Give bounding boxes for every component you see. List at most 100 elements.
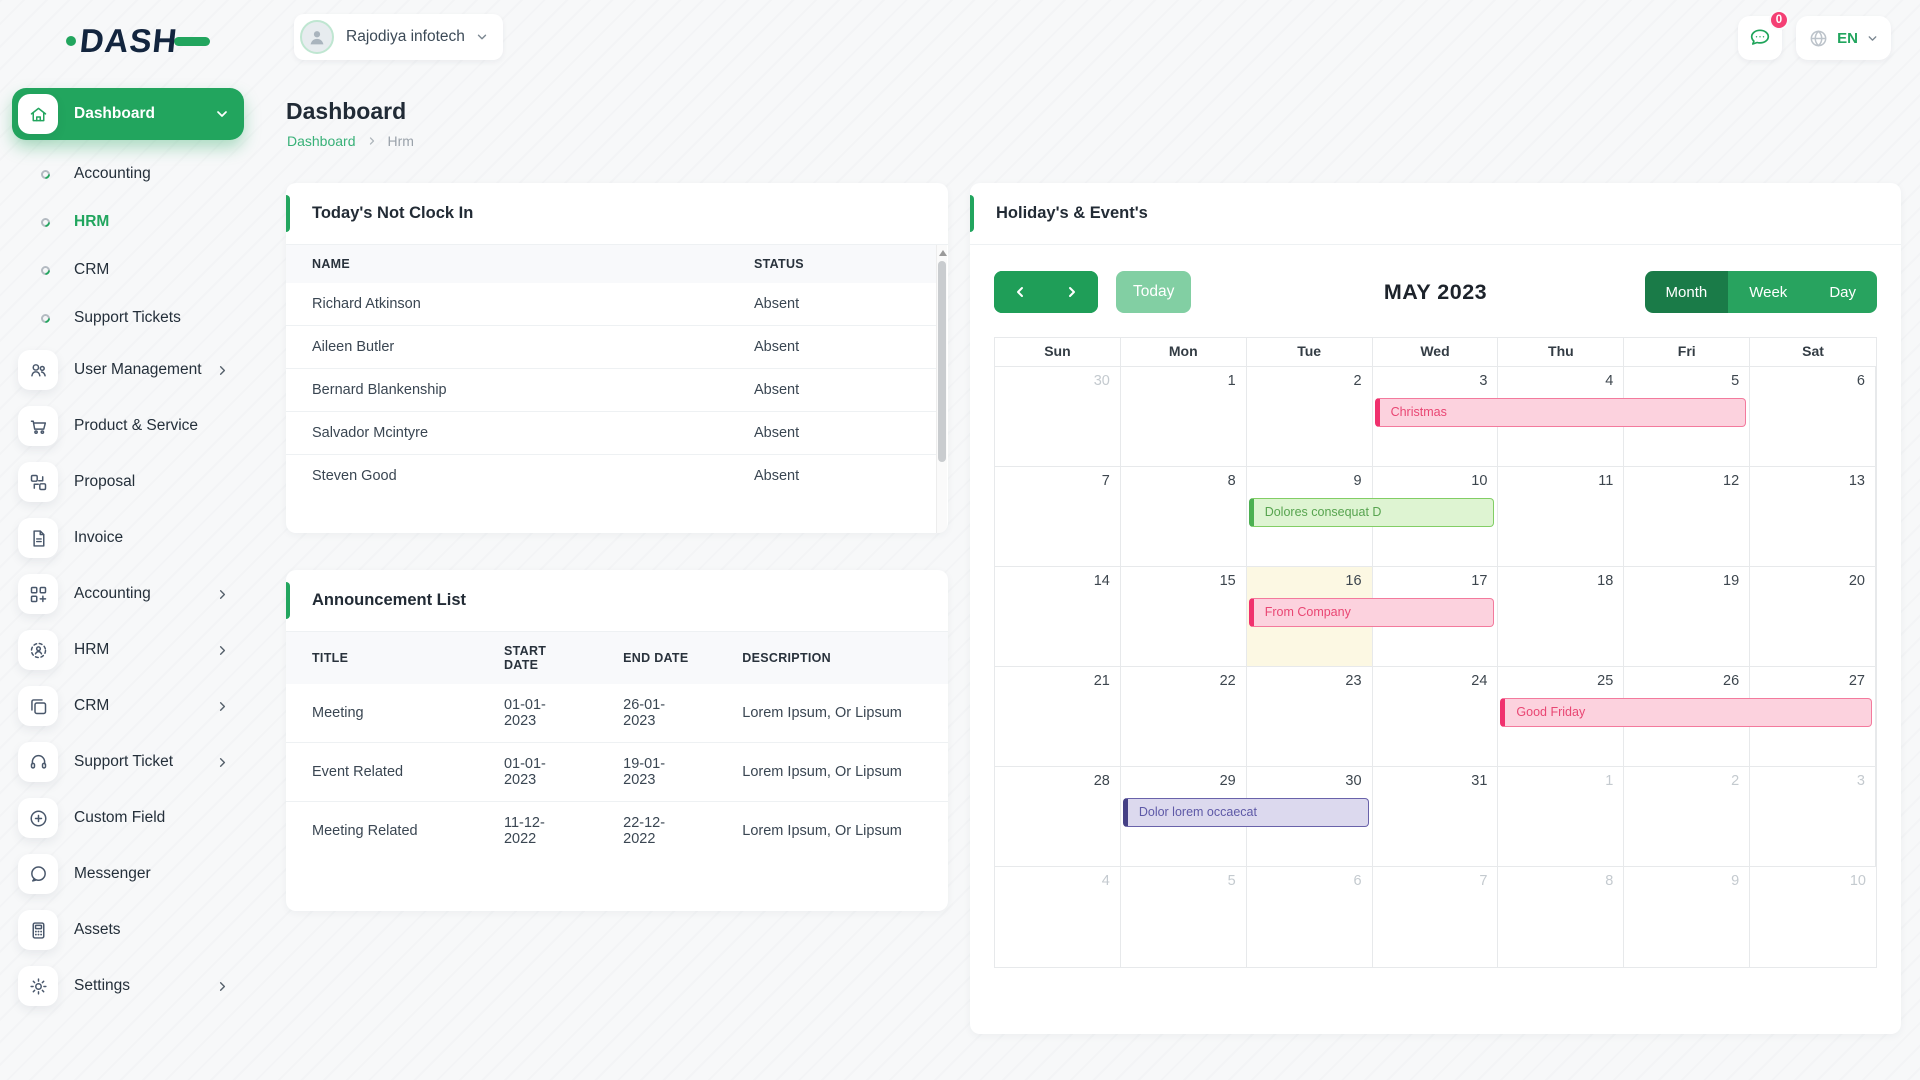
calendar-day-cell[interactable]: 10 xyxy=(1849,873,1866,889)
view-day-button[interactable]: Day xyxy=(1808,271,1877,313)
gear-icon xyxy=(18,966,58,1006)
calendar-event-christmas[interactable]: Christmas xyxy=(1374,398,1747,427)
calendar-day-cell[interactable]: 5 xyxy=(1624,367,1751,466)
todays-not-clock-in-card: Today's Not Clock In NAME STATUS Richard … xyxy=(286,183,948,533)
calendar-day-cell[interactable]: 2 xyxy=(1624,767,1751,866)
table-row: Bernard Blankenship Absent xyxy=(286,368,936,412)
sidebar-menu: Dashboard Accounting HRM CRM Support Tickets… xyxy=(12,88,244,1014)
calendar-day-cell[interactable]: 22 xyxy=(1121,667,1247,766)
sidebar-item-messenger[interactable]: Messenger xyxy=(12,846,244,902)
table-cell: Absent xyxy=(754,296,800,312)
sidebar-subitem-support-tickets[interactable]: Support Tickets xyxy=(12,294,244,342)
table-scrollbar[interactable] xyxy=(936,245,947,533)
sidebar-item-hrm[interactable]: HRM xyxy=(12,622,244,678)
sidebar-spacer xyxy=(12,140,244,150)
calendar-day-cell[interactable]: 6 xyxy=(1750,367,1876,466)
column-header-end-date: END DATE xyxy=(597,632,717,684)
calendar-day-cell[interactable]: 9 xyxy=(1624,867,1751,967)
calendar-day-cell[interactable]: 21 xyxy=(995,667,1121,766)
calendar-day-cell[interactable]: 3 xyxy=(1750,767,1876,866)
weekday-label: Mon xyxy=(1120,338,1247,367)
sidebar-item-custom-field[interactable]: Custom Field xyxy=(12,790,244,846)
logo-dash-icon xyxy=(173,36,210,46)
sidebar-item-dashboard[interactable]: Dashboard xyxy=(12,88,244,140)
calendar-day-cell[interactable]: 10 xyxy=(1373,467,1499,566)
calendar-day-cell[interactable]: 17 xyxy=(1373,567,1499,666)
announcement-list-card: Announcement List TITLE START DATE END DAT… xyxy=(286,570,948,911)
calendar-day-cell[interactable]: 31 xyxy=(1373,767,1499,866)
calendar-day-cell[interactable]: 30 xyxy=(1247,767,1373,866)
sidebar-item-label: CRM xyxy=(74,261,110,278)
view-week-button[interactable]: Week xyxy=(1728,271,1809,313)
calendar-day-cell[interactable]: 8 xyxy=(1121,467,1247,566)
sidebar-item-user-management[interactable]: User Management xyxy=(12,342,244,398)
language-code: EN xyxy=(1837,29,1858,47)
holidays-events-card: Holiday's & Event's Today MAY 2023 Month… xyxy=(970,183,1901,1034)
sidebar-item-proposal[interactable]: Proposal xyxy=(12,454,244,510)
calendar-day-cell[interactable]: 15 xyxy=(1121,567,1247,666)
calendar-day-cell[interactable]: 1 xyxy=(1121,367,1247,466)
calendar-day-cell[interactable]: 12 xyxy=(1624,467,1751,566)
sidebar-item-support-ticket[interactable]: Support Ticket xyxy=(12,734,244,790)
sidebar-item-accounting[interactable]: Accounting xyxy=(12,566,244,622)
calendar-day-cell[interactable]: 27 xyxy=(1750,667,1876,766)
calendar-day-cell[interactable]: 24 xyxy=(1373,667,1499,766)
sidebar-item-settings[interactable]: Settings xyxy=(12,958,244,1014)
chat-bubble-icon xyxy=(1751,29,1770,45)
calendar-day-cell[interactable]: 20 xyxy=(1750,567,1876,666)
calendar-day-cell[interactable]: 6 xyxy=(1247,867,1373,967)
calendar-day-cell[interactable]: 19 xyxy=(1624,567,1751,666)
breadcrumb-dashboard-link[interactable]: Dashboard xyxy=(287,133,356,149)
cart-icon xyxy=(18,406,58,446)
calendar-day-cell[interactable]: 23 xyxy=(1247,667,1373,766)
app-logo[interactable]: DASH xyxy=(66,22,210,60)
sidebar-subitem-hrm[interactable]: HRM xyxy=(12,198,244,246)
calendar-event-from-company[interactable]: From Company xyxy=(1248,598,1495,627)
table-row: Meeting Related 11-12-2022 22-12-2022 Lorem… xyxy=(286,801,948,860)
language-selector[interactable]: EN xyxy=(1796,16,1891,60)
sidebar-item-product-service[interactable]: Product & Service xyxy=(12,398,244,454)
calendar-event-dolor-lorem-occaecat[interactable]: Dolor lorem occaecat xyxy=(1122,798,1369,827)
column-header-status: STATUS xyxy=(728,245,936,283)
calendar-day-cell[interactable]: 28 xyxy=(995,767,1121,866)
calendar-day-cell[interactable]: 5 xyxy=(1121,867,1247,967)
calendar-day-cell[interactable]: 4 xyxy=(995,867,1121,967)
calendar-day-cell[interactable]: 11 xyxy=(1498,467,1625,566)
calendar-day-cell[interactable]: 2 xyxy=(1247,367,1373,466)
sidebar-item-crm[interactable]: CRM xyxy=(12,678,244,734)
calendar-day-cell[interactable]: 8 xyxy=(1498,867,1625,967)
view-month-button[interactable]: Month xyxy=(1644,271,1729,313)
today-button[interactable]: Today xyxy=(1116,271,1192,313)
card-header: Today's Not Clock In xyxy=(286,183,948,245)
calendar-day-cell[interactable]: 1 xyxy=(1498,767,1625,866)
calendar-day-cell[interactable]: 13 xyxy=(1750,467,1876,566)
sidebar-item-label: Custom Field xyxy=(74,809,166,826)
bullet-ring-icon xyxy=(39,167,52,181)
company-selector[interactable]: Rajodiya infotech xyxy=(294,14,503,60)
next-month-button[interactable] xyxy=(1046,271,1098,313)
calendar-month-title: MAY 2023 xyxy=(1383,279,1488,304)
calendar-day-cell[interactable]: 7 xyxy=(1373,867,1499,967)
calendar-day-cell[interactable]: 7 xyxy=(995,467,1121,566)
avatar xyxy=(300,20,334,54)
scroll-up-icon[interactable] xyxy=(939,250,947,256)
scroll-thumb[interactable] xyxy=(938,261,946,462)
card-title: Announcement List xyxy=(312,591,467,609)
messages-button[interactable]: 0 xyxy=(1738,10,1790,60)
table-row: Aileen Butler Absent xyxy=(286,325,936,369)
calendar-day-cell[interactable]: 18 xyxy=(1498,567,1625,666)
column-header-name: NAME xyxy=(286,245,728,283)
calendar-event-dolores-consequat-d[interactable]: Dolores consequat D xyxy=(1248,498,1495,527)
sidebar-item-label: HRM xyxy=(74,641,110,658)
sidebar-item-assets[interactable]: Assets xyxy=(12,902,244,958)
sidebar-subitem-crm[interactable]: CRM xyxy=(12,246,244,294)
calendar-day-cell[interactable]: 14 xyxy=(995,567,1121,666)
calendar-day-cell[interactable]: 30 xyxy=(995,367,1121,466)
calendar-week-row: 14 15 16 17 18 19 20 From Company xyxy=(995,567,1876,667)
sidebar-subitem-accounting[interactable]: Accounting xyxy=(12,150,244,198)
sidebar-item-label: HRM xyxy=(74,213,110,230)
prev-month-button[interactable] xyxy=(994,271,1046,313)
calendar-event-good-friday[interactable]: Good Friday xyxy=(1500,698,1872,727)
sidebar-item-invoice[interactable]: Invoice xyxy=(12,510,244,566)
calendar-nav-group xyxy=(994,271,1098,313)
